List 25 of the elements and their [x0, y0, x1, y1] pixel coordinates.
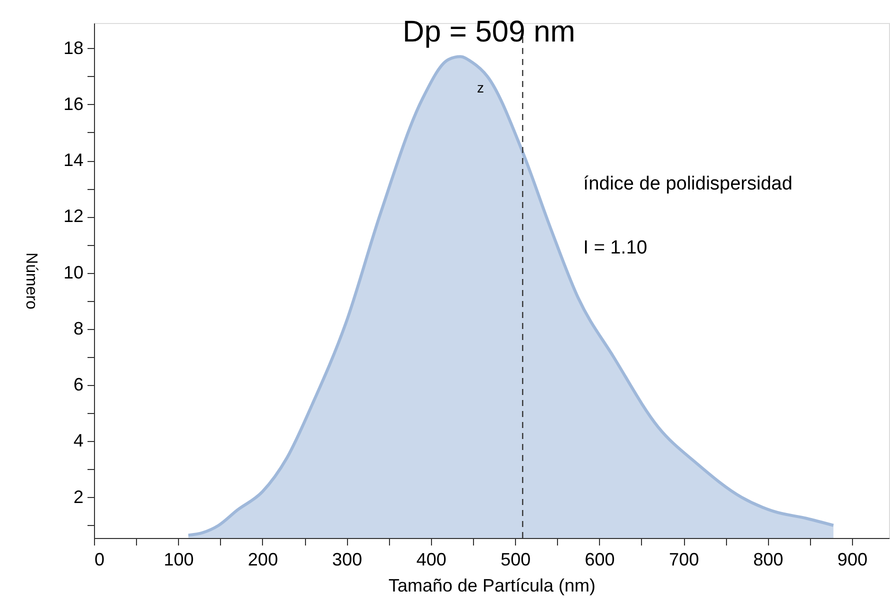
y-tick-label: 6 — [73, 374, 84, 395]
x-tick-label: 700 — [668, 550, 700, 570]
x-axis-title: Tamaño de Partícula (nm) — [388, 576, 596, 596]
x-tick-label: 900 — [837, 550, 868, 570]
x-tick-label: 500 — [500, 550, 531, 570]
y-axis-title: Número — [22, 252, 40, 310]
x-tick-label: 600 — [584, 550, 615, 570]
y-tick-label: 16 — [63, 94, 84, 114]
annotation: índice de polidispersidad — [583, 174, 792, 195]
x-tick-label: 100 — [164, 550, 194, 570]
y-tick-label: 8 — [73, 318, 84, 338]
y-tick-label: 18 — [63, 38, 84, 58]
y-tick-label: 10 — [63, 262, 84, 282]
y-tick-label: 14 — [63, 150, 84, 170]
x-tick-label: 200 — [248, 550, 278, 570]
y-tick-label: 4 — [73, 430, 84, 451]
x-tick-label: 300 — [332, 550, 362, 570]
y-tick-label: 2 — [73, 486, 84, 507]
x-tick-label: 0 — [94, 550, 105, 570]
x-tick-label: 400 — [416, 550, 446, 570]
x-tick-label: 800 — [753, 550, 784, 570]
y-tick-label: 12 — [63, 206, 84, 226]
ref-line-label: Dp = 509 nm — [402, 15, 576, 48]
annotation: I = 1.10 — [583, 238, 648, 259]
annotation: z — [477, 79, 484, 96]
